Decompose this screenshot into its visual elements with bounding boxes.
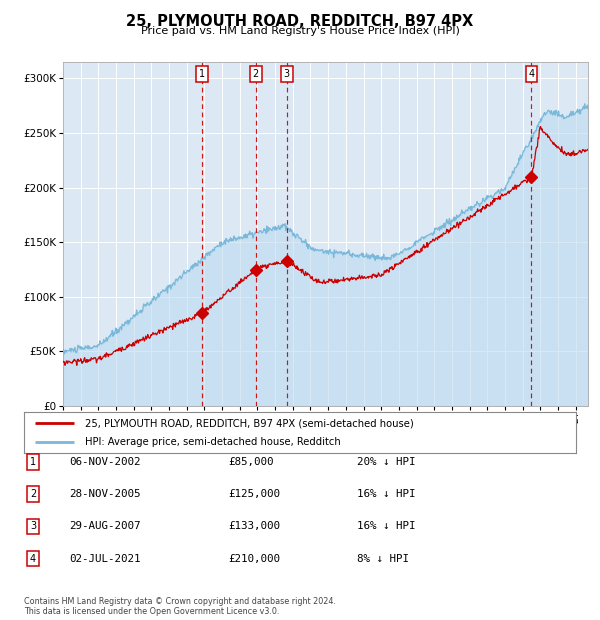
- Text: 4: 4: [30, 554, 36, 564]
- Text: This data is licensed under the Open Government Licence v3.0.: This data is licensed under the Open Gov…: [24, 607, 280, 616]
- Text: 8% ↓ HPI: 8% ↓ HPI: [357, 554, 409, 564]
- Text: 1: 1: [30, 457, 36, 467]
- Text: 4: 4: [529, 69, 535, 79]
- Text: 28-NOV-2005: 28-NOV-2005: [69, 489, 140, 499]
- Text: Contains HM Land Registry data © Crown copyright and database right 2024.: Contains HM Land Registry data © Crown c…: [24, 597, 336, 606]
- Text: HPI: Average price, semi-detached house, Redditch: HPI: Average price, semi-detached house,…: [85, 436, 340, 447]
- Text: 20% ↓ HPI: 20% ↓ HPI: [357, 457, 415, 467]
- Text: 2: 2: [30, 489, 36, 499]
- Text: £85,000: £85,000: [228, 457, 274, 467]
- Text: £133,000: £133,000: [228, 521, 280, 531]
- Text: 29-AUG-2007: 29-AUG-2007: [69, 521, 140, 531]
- Text: £125,000: £125,000: [228, 489, 280, 499]
- Text: 25, PLYMOUTH ROAD, REDDITCH, B97 4PX: 25, PLYMOUTH ROAD, REDDITCH, B97 4PX: [127, 14, 473, 29]
- Text: £210,000: £210,000: [228, 554, 280, 564]
- Text: 1: 1: [199, 69, 205, 79]
- Text: 3: 3: [30, 521, 36, 531]
- Text: 25, PLYMOUTH ROAD, REDDITCH, B97 4PX (semi-detached house): 25, PLYMOUTH ROAD, REDDITCH, B97 4PX (se…: [85, 418, 413, 428]
- Text: 02-JUL-2021: 02-JUL-2021: [69, 554, 140, 564]
- Text: 06-NOV-2002: 06-NOV-2002: [69, 457, 140, 467]
- Text: 2: 2: [253, 69, 259, 79]
- Text: 16% ↓ HPI: 16% ↓ HPI: [357, 489, 415, 499]
- Text: Price paid vs. HM Land Registry's House Price Index (HPI): Price paid vs. HM Land Registry's House …: [140, 26, 460, 36]
- Text: 3: 3: [284, 69, 290, 79]
- Text: 16% ↓ HPI: 16% ↓ HPI: [357, 521, 415, 531]
